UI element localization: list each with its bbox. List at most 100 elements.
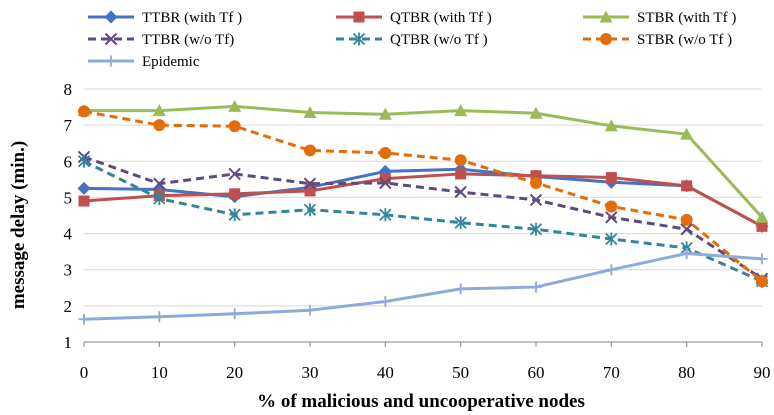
y-axis-label: message delay (min.) [8, 141, 29, 309]
legend-item: TTBR (w/o Tf) [88, 32, 234, 48]
series-line [83, 159, 763, 283]
data-point [455, 168, 467, 180]
series-6 [78, 105, 768, 288]
data-point [379, 208, 392, 222]
data-point [680, 213, 693, 226]
data-point [379, 176, 392, 190]
series-5 [77, 154, 769, 288]
series-4 [77, 150, 769, 285]
data-point [605, 172, 617, 184]
data-point [228, 167, 241, 181]
y-tick-label: 7 [64, 116, 73, 135]
data-point [228, 208, 241, 222]
data-point [379, 173, 391, 185]
x-tick-label: 0 [80, 363, 89, 382]
data-point [605, 211, 618, 224]
series-line [83, 251, 763, 321]
data-point [681, 180, 693, 192]
data-point [304, 185, 316, 197]
legend-item: Epidemic [88, 54, 200, 70]
x-tick-label: 10 [151, 363, 168, 382]
data-point [78, 105, 90, 118]
data-point [379, 296, 391, 308]
data-point [304, 144, 316, 157]
data-point [605, 200, 618, 213]
data-point [529, 222, 543, 236]
series-2 [78, 168, 768, 232]
legend-item: QTBR (w/o Tf ) [336, 32, 488, 48]
data-point [153, 119, 166, 132]
series-line [83, 155, 763, 281]
legend-marker [353, 11, 365, 23]
data-point [455, 283, 467, 295]
legend-marker [352, 32, 366, 46]
x-axis-label: % of malicious and uncooperative nodes [257, 391, 585, 412]
data-point [228, 99, 242, 112]
y-tick-label: 5 [64, 188, 73, 207]
data-point [680, 223, 693, 236]
data-point [454, 185, 467, 199]
y-tick-label: 8 [64, 80, 73, 99]
legend-item: QTBR (with Tf ) [336, 10, 492, 26]
legend-label: QTBR (with Tf ) [390, 10, 492, 26]
data-point [229, 308, 241, 320]
data-point [378, 107, 392, 120]
data-point [605, 232, 618, 246]
data-point [153, 192, 166, 206]
legend-label: STBR (w/o Tf ) [637, 32, 732, 48]
x-tick-label: 40 [377, 363, 394, 382]
data-point [605, 264, 617, 276]
legend-marker [599, 10, 613, 23]
legend-marker [104, 32, 118, 46]
legend-label: TTBR (with Tf ) [142, 10, 242, 26]
legend-label: Epidemic [142, 54, 200, 70]
legend-item: TTBR (with Tf ) [88, 10, 242, 26]
series-line [84, 104, 764, 219]
series-line [83, 167, 763, 228]
legend: TTBR (with Tf ) QTBR (with Tf ) STBR (with… [88, 10, 736, 70]
data-point [680, 127, 694, 140]
data-point [379, 146, 392, 159]
y-tick-label: 1 [64, 333, 73, 352]
data-point [77, 181, 91, 195]
data-point [153, 311, 165, 323]
x-tick-label: 70 [603, 363, 620, 382]
data-point [530, 281, 542, 293]
data-point [153, 177, 166, 190]
data-point [530, 176, 542, 189]
data-point [604, 119, 618, 132]
data-point [454, 154, 467, 167]
y-tick-label: 3 [64, 261, 73, 280]
x-tick-label: 90 [754, 363, 771, 382]
data-point [530, 170, 542, 182]
data-point [303, 177, 317, 190]
y-tick-label: 6 [64, 152, 73, 171]
series-line [83, 109, 763, 283]
data-point [152, 104, 166, 117]
series-7 [78, 247, 768, 325]
data-point [78, 313, 90, 325]
legend-label: QTBR (w/o Tf ) [390, 32, 488, 48]
y-tick-label: 2 [64, 297, 73, 316]
data-point [454, 104, 468, 117]
legend-item: STBR (w/o Tf ) [583, 32, 732, 48]
x-tick-label: 50 [452, 363, 469, 382]
legend-marker [104, 10, 118, 24]
data-point [756, 220, 768, 232]
data-point [756, 253, 768, 265]
legend-label: TTBR (w/o Tf) [142, 32, 234, 48]
data-point [454, 216, 467, 230]
legend-label: STBR (with Tf ) [637, 10, 736, 26]
data-point [304, 304, 316, 316]
data-point [529, 106, 543, 119]
data-point [756, 275, 768, 288]
data-point [228, 120, 241, 133]
x-tick-label: 30 [302, 363, 319, 382]
series-line [83, 172, 763, 228]
x-tick-label: 20 [226, 363, 243, 382]
data-point [681, 247, 693, 259]
data-point [755, 210, 769, 223]
x-tick-label: 60 [528, 363, 545, 382]
legend-marker [105, 55, 117, 67]
data-point [303, 105, 317, 118]
